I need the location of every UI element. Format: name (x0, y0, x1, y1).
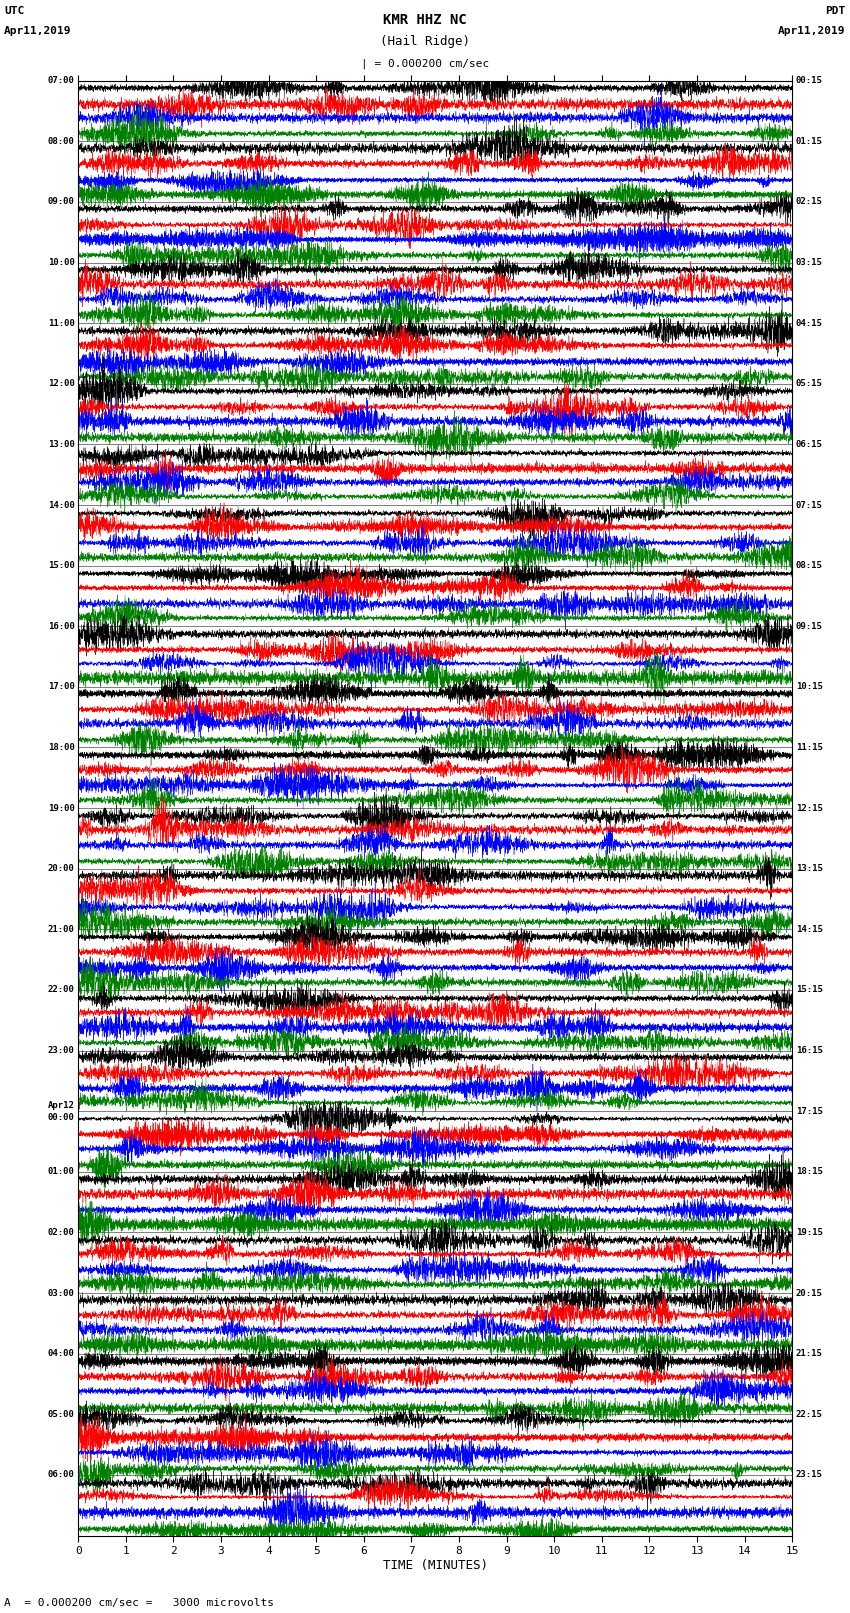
Text: 21:00: 21:00 (48, 924, 75, 934)
Text: 20:00: 20:00 (48, 865, 75, 873)
Text: 03:15: 03:15 (796, 258, 823, 268)
Text: UTC: UTC (4, 6, 25, 16)
Text: Apr12: Apr12 (48, 1100, 75, 1110)
Text: 23:15: 23:15 (796, 1471, 823, 1479)
Text: 17:00: 17:00 (48, 682, 75, 692)
Text: 01:15: 01:15 (796, 137, 823, 145)
Text: 18:15: 18:15 (796, 1168, 823, 1176)
Text: 08:15: 08:15 (796, 561, 823, 569)
Text: 17:15: 17:15 (796, 1107, 823, 1116)
Text: Apr11,2019: Apr11,2019 (4, 26, 71, 35)
Text: 08:00: 08:00 (48, 137, 75, 145)
Text: 16:15: 16:15 (796, 1047, 823, 1055)
Text: 09:15: 09:15 (796, 621, 823, 631)
Text: 19:15: 19:15 (796, 1227, 823, 1237)
Text: 10:15: 10:15 (796, 682, 823, 692)
Text: 14:15: 14:15 (796, 924, 823, 934)
Text: 22:15: 22:15 (796, 1410, 823, 1419)
Text: KMR HHZ NC: KMR HHZ NC (383, 13, 467, 27)
Text: 15:00: 15:00 (48, 561, 75, 569)
X-axis label: TIME (MINUTES): TIME (MINUTES) (382, 1558, 488, 1571)
Text: 06:15: 06:15 (796, 440, 823, 448)
Text: 10:00: 10:00 (48, 258, 75, 268)
Text: 13:00: 13:00 (48, 440, 75, 448)
Text: 02:00: 02:00 (48, 1227, 75, 1237)
Text: 04:00: 04:00 (48, 1348, 75, 1358)
Text: 21:15: 21:15 (796, 1348, 823, 1358)
Text: (Hail Ridge): (Hail Ridge) (380, 35, 470, 48)
Text: 12:00: 12:00 (48, 379, 75, 389)
Text: 07:00: 07:00 (48, 76, 75, 85)
Text: 02:15: 02:15 (796, 197, 823, 206)
Text: 09:00: 09:00 (48, 197, 75, 206)
Text: | = 0.000200 cm/sec: | = 0.000200 cm/sec (361, 58, 489, 69)
Text: 11:00: 11:00 (48, 319, 75, 327)
Text: 15:15: 15:15 (796, 986, 823, 995)
Text: PDT: PDT (825, 6, 846, 16)
Text: 01:00: 01:00 (48, 1168, 75, 1176)
Text: 07:15: 07:15 (796, 500, 823, 510)
Text: 16:00: 16:00 (48, 621, 75, 631)
Text: 13:15: 13:15 (796, 865, 823, 873)
Text: 05:00: 05:00 (48, 1410, 75, 1419)
Text: 19:00: 19:00 (48, 803, 75, 813)
Text: 03:00: 03:00 (48, 1289, 75, 1297)
Text: 14:00: 14:00 (48, 500, 75, 510)
Text: 05:15: 05:15 (796, 379, 823, 389)
Text: 12:15: 12:15 (796, 803, 823, 813)
Text: 00:00: 00:00 (48, 1113, 75, 1121)
Text: 04:15: 04:15 (796, 319, 823, 327)
Text: 20:15: 20:15 (796, 1289, 823, 1297)
Text: 11:15: 11:15 (796, 744, 823, 752)
Text: 18:00: 18:00 (48, 744, 75, 752)
Text: 06:00: 06:00 (48, 1471, 75, 1479)
Text: 23:00: 23:00 (48, 1047, 75, 1055)
Text: 00:15: 00:15 (796, 76, 823, 85)
Text: A  = 0.000200 cm/sec =   3000 microvolts: A = 0.000200 cm/sec = 3000 microvolts (4, 1598, 275, 1608)
Text: Apr11,2019: Apr11,2019 (779, 26, 846, 35)
Text: 22:00: 22:00 (48, 986, 75, 995)
